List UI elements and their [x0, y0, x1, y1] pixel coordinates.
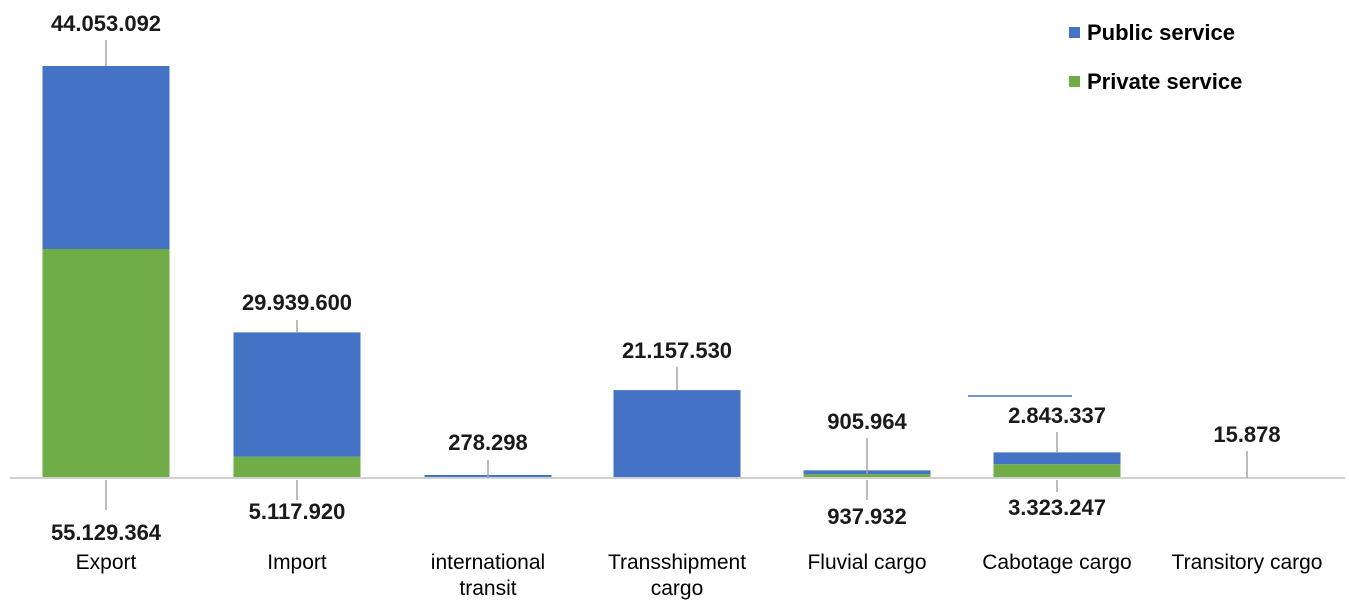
value-label-public-5: 2.843.337	[1008, 403, 1106, 428]
value-labels-layer: 44.053.092 55.129.364 29.939.600 5.117.920 2…	[51, 11, 1281, 545]
bar-private-4	[803, 474, 931, 478]
legend-label-1: Private service	[1087, 69, 1242, 94]
bar-private-0	[42, 248, 170, 478]
category-label-1: Import	[267, 551, 327, 574]
bar-private-5	[993, 464, 1121, 478]
value-label-public-0: 44.053.092	[51, 11, 161, 36]
value-label-private-5: 3.323.247	[1008, 495, 1106, 520]
category-label-3: Transshipment cargo	[608, 551, 746, 600]
category-label-5: Cabotage cargo	[982, 551, 1131, 574]
legend-swatch-1	[1069, 76, 1080, 87]
category-label-4: Fluvial cargo	[807, 551, 926, 574]
bar-public-0	[42, 66, 170, 249]
legend-swatch-0	[1069, 27, 1080, 38]
category-label-6: Transitory cargo	[1172, 551, 1323, 574]
bar-private-1	[233, 456, 361, 478]
value-label-public-3: 21.157.530	[622, 338, 732, 363]
category-labels-layer: Export Import international transit Transshi…	[76, 551, 1323, 600]
legend: Public service Private service	[1069, 20, 1242, 94]
category-label-0: Export	[76, 551, 137, 574]
bar-public-1	[233, 332, 361, 457]
bar-public-3	[613, 390, 741, 478]
bars-layer	[42, 66, 1121, 478]
value-label-public-4: 905.964	[827, 409, 907, 434]
category-label-2: international transit	[431, 551, 545, 600]
legend-label-0: Public service	[1087, 20, 1235, 45]
value-label-public-6: 15.878	[1213, 422, 1280, 447]
value-label-private-0: 55.129.364	[51, 520, 162, 545]
bar-public-5	[993, 452, 1121, 465]
leader-lines-layer	[105, 40, 1248, 510]
value-label-public-1: 29.939.600	[242, 290, 352, 315]
value-label-private-1: 5.117.920	[249, 499, 346, 524]
value-label-private-4: 937.932	[827, 504, 907, 529]
value-label-public-2: 278.298	[448, 430, 528, 455]
